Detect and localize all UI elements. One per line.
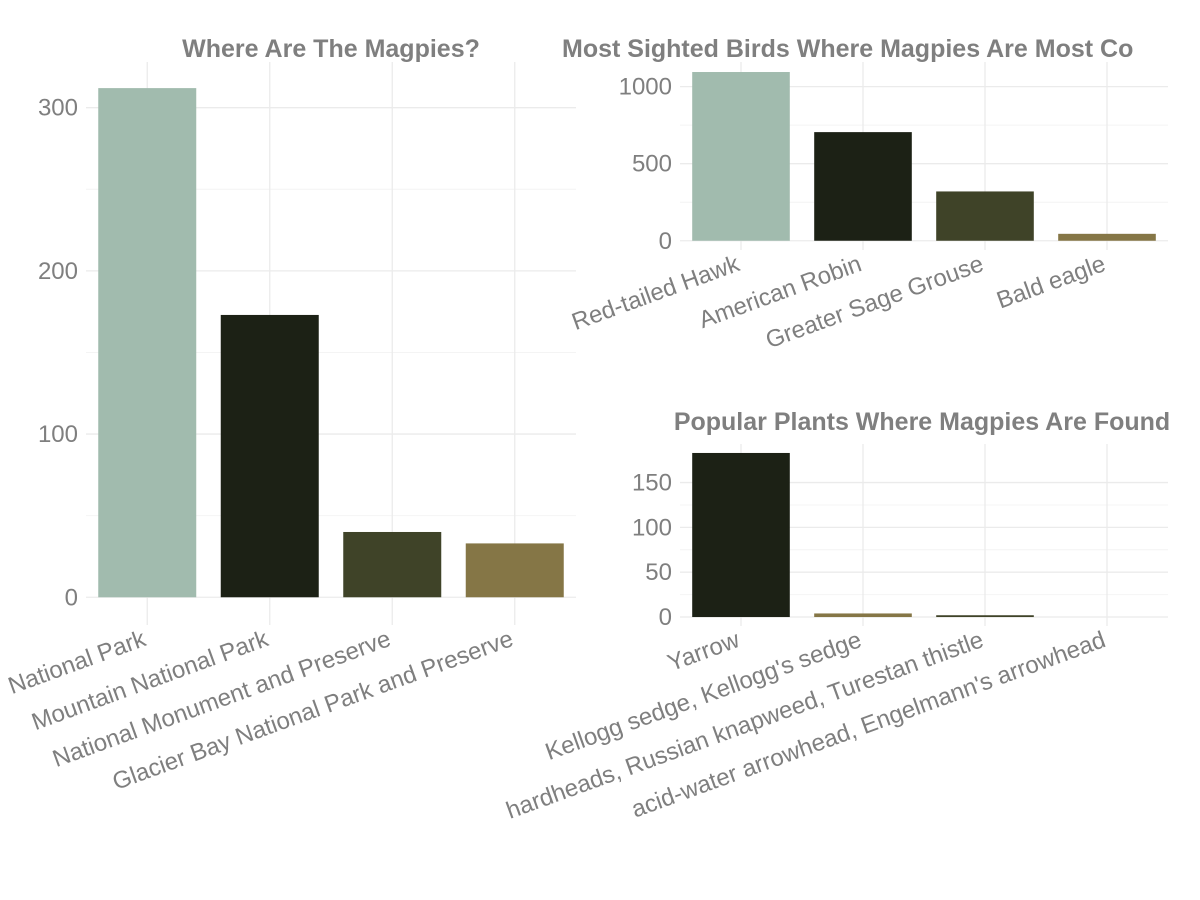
bar (936, 615, 1034, 618)
y-tick-label: 300 (38, 95, 78, 122)
bar (692, 72, 790, 241)
y-tick-label: 150 (632, 470, 672, 497)
bar (343, 531, 442, 598)
x-tick-label: Yarrow (664, 626, 744, 677)
panel-sighted-birds: Most Sighted Birds Where Magpies Are Mos… (562, 35, 1168, 354)
bar (98, 88, 197, 598)
y-tick-label: 200 (38, 258, 78, 285)
y-tick-label: 0 (65, 584, 78, 611)
bar (692, 452, 790, 618)
panel-popular-plants: Popular Plants Where Magpies Are Found 0 5… (503, 408, 1171, 825)
bar (814, 613, 912, 618)
x-tick-label: Greater Sage Grouse (762, 250, 987, 354)
y-tick-label: 1000 (619, 74, 672, 101)
bar (814, 132, 912, 241)
x-tick-label: Bald eagle (993, 250, 1109, 314)
y-tick-label: 100 (38, 421, 78, 448)
panel-magpie-parks: Where Are The Magpies?0100200300National… (5, 35, 576, 796)
y-tick-label: 50 (645, 559, 672, 586)
x-tick-label: hardheads, Russian knapweed, Turestan th… (503, 626, 987, 824)
bar (220, 314, 319, 598)
y-tick-label: 0 (659, 604, 672, 631)
chart-title: Popular Plants Where Magpies Are Found (674, 408, 1170, 436)
bar (936, 191, 1034, 241)
chart-title: Where Are The Magpies? (182, 35, 480, 63)
chart-title: Most Sighted Birds Where Magpies Are Mos… (562, 35, 1133, 63)
bar (1058, 233, 1156, 241)
y-tick-label: 100 (632, 514, 672, 541)
y-tick-label: 500 (632, 151, 672, 178)
bar (465, 543, 564, 598)
y-tick-label: 0 (659, 228, 672, 255)
